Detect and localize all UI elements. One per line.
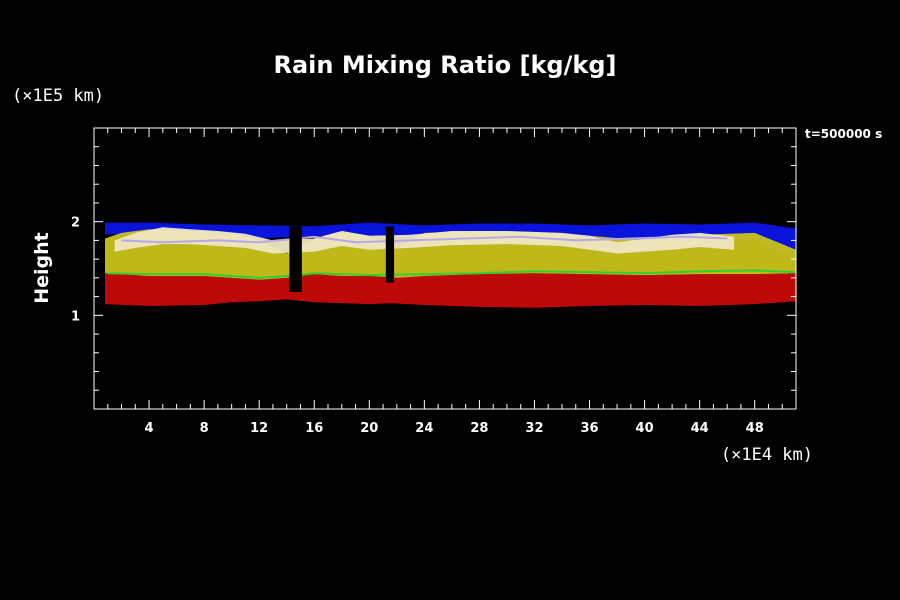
x-axis-unit: (×1E4 km) [721, 445, 813, 465]
x-tick-label: 36 [580, 421, 598, 436]
x-tick-label: 44 [691, 421, 709, 436]
plot-frame [93, 127, 797, 410]
plot-area [94, 128, 796, 409]
band-red [105, 273, 796, 308]
x-tick-label: 48 [746, 421, 764, 436]
contour-green [107, 269, 796, 279]
x-tick-label: 20 [360, 421, 378, 436]
chart-title: Rain Mixing Ratio [kg/kg] [274, 51, 617, 79]
x-tick-label: 8 [200, 421, 209, 436]
x-tick-label: 4 [145, 421, 154, 436]
x-tick-label: 24 [415, 421, 433, 436]
field-gap-2 [385, 226, 395, 283]
x-tick-label: 28 [470, 421, 488, 436]
time-label: t=500000 s [805, 127, 882, 141]
x-tick-label: 32 [525, 421, 543, 436]
contour-lavender [121, 235, 728, 244]
y-tick-label: 1 [71, 309, 80, 324]
x-tick-label: 16 [305, 421, 323, 436]
y-axis-label: Height [31, 232, 53, 304]
x-tick-label: 40 [636, 421, 654, 436]
y-axis-unit: (×1E5 km) [12, 86, 104, 106]
y-tick-label: 2 [71, 216, 80, 231]
x-tick-label: 12 [250, 421, 268, 436]
field-gap-1 [289, 226, 302, 292]
